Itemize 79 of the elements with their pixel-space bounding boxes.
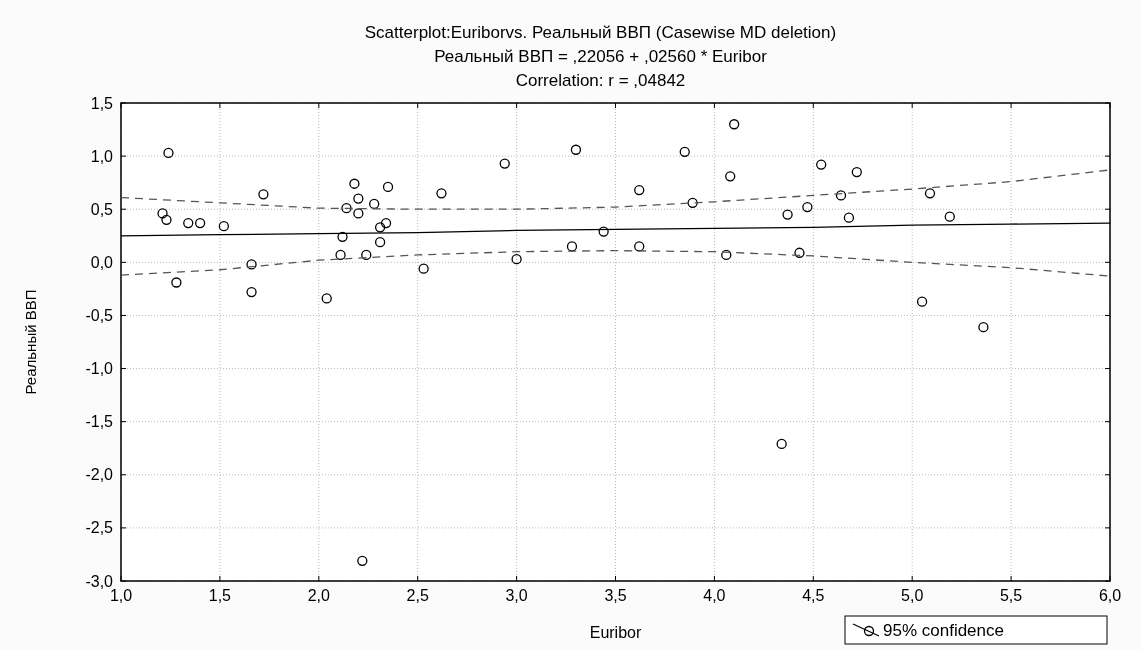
point: [916, 296, 928, 307]
y-tick-label: 1,0: [90, 147, 114, 165]
line-series: [121, 169, 1110, 210]
point: [802, 201, 813, 213]
legend-label: 95% confidence: [883, 621, 1004, 640]
x-tick-label: 5,0: [901, 587, 924, 604]
y-tick-label: -3,0: [85, 572, 114, 590]
point: [566, 241, 578, 252]
point: [679, 146, 690, 158]
text: Correlation: r = ,04842: [515, 71, 686, 90]
point: [353, 193, 364, 204]
line-series: [121, 250, 1110, 277]
point: [418, 263, 429, 274]
x-tick-label: 1,5: [208, 587, 232, 604]
x-tick-label: 6,0: [1098, 587, 1122, 604]
point: [843, 212, 855, 223]
point: [321, 293, 332, 304]
point: [851, 166, 862, 178]
y-tick-label: -1,0: [85, 360, 114, 378]
point: [570, 144, 582, 155]
point: [598, 226, 609, 237]
point: [634, 241, 645, 252]
x-tick-label: 4,0: [703, 587, 726, 604]
y-tick-label: 1,5: [90, 94, 114, 112]
point: [337, 231, 348, 242]
point: [171, 277, 182, 288]
x-tick-label: 2,5: [406, 587, 429, 604]
point: [246, 286, 257, 298]
y-tick-label: -2,0: [85, 466, 114, 484]
point: [341, 203, 352, 214]
point: [511, 254, 522, 265]
point: [218, 221, 230, 232]
y-tick-label: -0,5: [85, 307, 114, 325]
point: [349, 178, 360, 189]
point: [335, 249, 346, 261]
point: [357, 555, 368, 566]
point: [353, 208, 364, 219]
x-tick-label: 5,5: [999, 587, 1023, 604]
x-axis-title: Euribor: [589, 624, 642, 641]
point: [161, 214, 172, 225]
point: [687, 197, 698, 208]
point: [246, 259, 257, 270]
point: [944, 211, 955, 222]
y-tick-label: 0,0: [90, 253, 114, 271]
point: [725, 171, 736, 182]
x-tick-label: 3,5: [604, 587, 627, 604]
point: [194, 217, 206, 229]
point: [382, 181, 394, 193]
x-tick-label: 2,0: [307, 587, 331, 604]
chart-title: Scatterplot:Euriborvs. Реальный ВВП (Casewise MD deletion): [364, 23, 837, 42]
point: [835, 190, 847, 201]
point: [369, 198, 380, 210]
point: [436, 188, 447, 199]
x-tick-label: 4,5: [802, 587, 825, 604]
point: [258, 189, 269, 200]
point: [794, 247, 805, 258]
point: [499, 158, 510, 169]
point: [729, 119, 740, 130]
point: [782, 209, 793, 220]
y-tick-label: 0,5: [90, 200, 114, 218]
y-axis-title: Реальный ВВП: [22, 289, 39, 395]
point: [380, 217, 392, 229]
point: [157, 208, 168, 219]
point: [978, 321, 989, 333]
point: [721, 249, 732, 261]
point: [816, 159, 827, 170]
point: [374, 237, 386, 248]
point: [634, 184, 645, 196]
point: [163, 147, 174, 159]
point: [924, 188, 936, 199]
point: [776, 438, 787, 450]
x-tick-label: 1,0: [109, 587, 133, 604]
point: [361, 249, 372, 261]
y-tick-label: -2,5: [85, 519, 114, 537]
point: [183, 217, 194, 229]
chart-subtitle: Реальный ВВП = ,22056 + ,02560 * Euribor: [434, 47, 768, 66]
x-tick-label: 3,0: [505, 587, 528, 604]
point: [374, 222, 386, 233]
y-tick-label: -1,5: [85, 413, 114, 431]
